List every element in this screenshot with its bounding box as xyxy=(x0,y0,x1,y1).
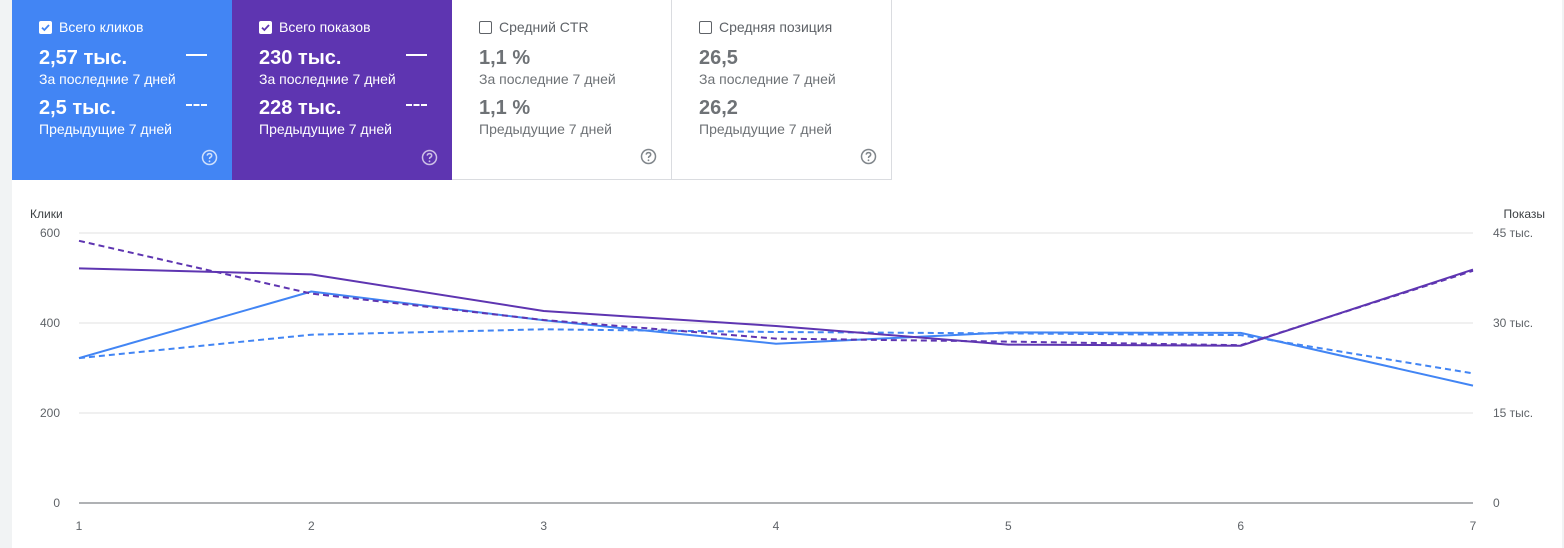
right-tick-label: 15 тыс. xyxy=(1493,406,1533,420)
metric-previous-label: Предыдущие 7 дней xyxy=(39,121,172,137)
metric-title: Средняя позиция xyxy=(719,19,833,35)
left-tick-label: 400 xyxy=(40,316,60,330)
x-tick-label: 7 xyxy=(1470,519,1477,533)
legend-dashed-line-icon xyxy=(186,104,207,106)
left-tick-label: 200 xyxy=(40,406,60,420)
checkbox-unchecked-icon[interactable] xyxy=(699,20,712,34)
left-axis: 0 200 400 600 xyxy=(40,226,60,510)
right-axis: 0 15 тыс. 30 тыс. 45 тыс. xyxy=(1493,226,1533,510)
metric-previous-value: 2,5 тыс. xyxy=(39,97,116,119)
help-icon[interactable] xyxy=(640,148,657,165)
checkbox-unchecked-icon[interactable] xyxy=(479,20,492,34)
left-tick-label: 600 xyxy=(40,226,60,240)
clicks-previous-line xyxy=(78,328,1474,375)
metric-current-label: За последние 7 дней xyxy=(259,71,396,87)
right-axis-title: Показы xyxy=(1504,207,1545,221)
metric-current-value: 1,1 % xyxy=(479,47,531,69)
metric-title: Средний CTR xyxy=(499,19,589,35)
legend-solid-line-icon xyxy=(406,54,427,56)
left-axis-title: Клики xyxy=(30,207,63,221)
metric-previous-value: 1,1 % xyxy=(479,97,531,119)
metric-previous-value: 26,2 xyxy=(699,97,738,119)
metric-previous-label: Предыдущие 7 дней xyxy=(259,121,392,137)
x-axis: 1 2 3 4 5 6 7 xyxy=(76,519,1477,533)
metric-card-ctr[interactable]: Средний CTR 1,1 % За последние 7 дней 1,… xyxy=(452,0,672,180)
metric-title: Всего кликов xyxy=(59,19,144,35)
metric-cards: Всего кликов 2,57 тыс. За последние 7 дн… xyxy=(12,0,892,180)
right-tick-label: 45 тыс. xyxy=(1493,226,1533,240)
chart-grid xyxy=(79,232,1473,504)
help-icon[interactable] xyxy=(860,148,877,165)
metric-current-value: 26,5 xyxy=(699,47,738,69)
metric-card-clicks[interactable]: Всего кликов 2,57 тыс. За последние 7 дн… xyxy=(12,0,232,180)
x-tick-label: 3 xyxy=(540,519,547,533)
right-tick-label: 30 тыс. xyxy=(1493,316,1533,330)
impressions-current-line xyxy=(78,267,1474,347)
legend-solid-line-icon xyxy=(186,54,207,56)
x-tick-label: 4 xyxy=(773,519,780,533)
metric-current-value: 2,57 тыс. xyxy=(39,47,128,69)
metric-current-label: За последние 7 дней xyxy=(479,71,616,87)
series-lines xyxy=(78,239,1474,387)
x-tick-label: 1 xyxy=(76,519,83,533)
x-tick-label: 2 xyxy=(308,519,315,533)
performance-panel: Всего кликов 2,57 тыс. За последние 7 дн… xyxy=(12,0,1562,548)
legend-dashed-line-icon xyxy=(406,104,427,106)
help-icon[interactable] xyxy=(201,149,218,166)
metric-current-label: За последние 7 дней xyxy=(39,71,176,87)
checkbox-checked-icon[interactable] xyxy=(259,20,272,34)
right-tick-label: 0 xyxy=(1493,496,1500,510)
checkbox-checked-icon[interactable] xyxy=(39,20,52,34)
left-tick-label: 0 xyxy=(53,496,60,510)
metric-previous-label: Предыдущие 7 дней xyxy=(479,121,612,137)
x-tick-label: 5 xyxy=(1005,519,1012,533)
metric-card-impressions[interactable]: Всего показов 230 тыс. За последние 7 дн… xyxy=(232,0,452,180)
help-icon[interactable] xyxy=(421,149,438,166)
metric-previous-label: Предыдущие 7 дней xyxy=(699,121,832,137)
performance-chart: 0 200 400 600 0 15 тыс. 30 тыс. 45 тыс. 1 2 3 4 5 6… xyxy=(30,207,1545,533)
metric-current-value: 230 тыс. xyxy=(259,47,342,69)
x-tick-label: 6 xyxy=(1237,519,1244,533)
metric-title: Всего показов xyxy=(279,19,371,35)
metric-previous-value: 228 тыс. xyxy=(259,97,342,119)
impressions-previous-line xyxy=(78,239,1474,347)
metric-current-label: За последние 7 дней xyxy=(699,71,836,87)
metric-card-position[interactable]: Средняя позиция 26,5 За последние 7 дней… xyxy=(672,0,892,180)
clicks-current-line xyxy=(78,290,1474,387)
